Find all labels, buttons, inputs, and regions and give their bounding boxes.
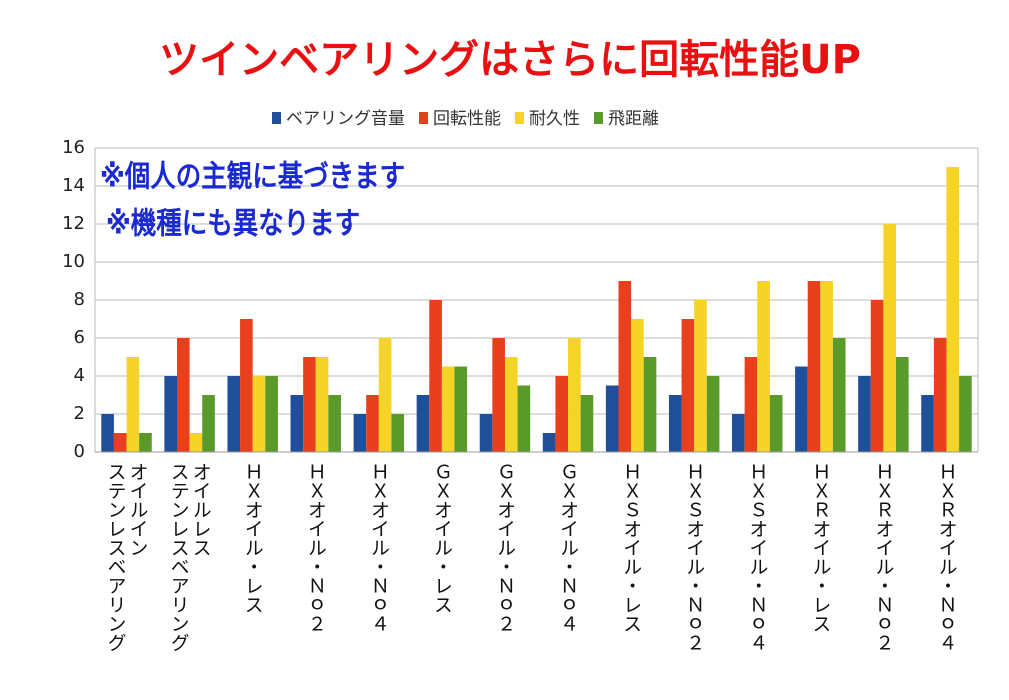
bar: [555, 376, 569, 452]
x-tick-label: オイルイン ステンレスベアリング: [104, 462, 149, 652]
bar: [820, 281, 833, 452]
bar: [504, 357, 518, 452]
x-tick-label: ＨＸオイル・レス: [241, 462, 264, 614]
bar: [479, 414, 493, 452]
x-tick-label: ＨＸオイル・Ｎｏ４: [367, 462, 390, 633]
bar: [643, 357, 657, 452]
x-tick-label: ＨＸＲオイル・Ｎｏ２: [872, 462, 895, 652]
x-tick-label: ＧＸオイル・レス: [430, 462, 453, 614]
bar: [580, 395, 594, 452]
bar: [769, 395, 783, 452]
bar: [441, 366, 455, 452]
y-tick-label: 8: [74, 289, 85, 310]
bar: [568, 338, 581, 452]
bar: [416, 395, 430, 452]
y-tick-label: 0: [74, 441, 85, 462]
bar: [681, 319, 695, 452]
bar: [946, 167, 960, 452]
bar: [605, 385, 619, 452]
bar: [832, 338, 846, 452]
bar: [921, 395, 934, 452]
bar: [631, 319, 644, 452]
x-tick-label: ＧＸオイル・Ｎｏ２: [493, 462, 516, 633]
bar: [492, 338, 505, 452]
x-tick-label: ＨＸＳオイル・Ｎｏ２: [683, 462, 706, 652]
x-tick-label: ＨＸオイル・Ｎｏ２: [304, 462, 327, 633]
y-tick-label: 10: [62, 251, 85, 272]
annotation: ※個人の主観に基づきます: [100, 159, 405, 195]
bar: [391, 414, 405, 452]
legend-swatch: [594, 112, 603, 124]
bar: [618, 281, 632, 452]
bar: [189, 433, 203, 452]
bar: [454, 366, 468, 452]
bar: [366, 395, 379, 452]
bar: [101, 414, 114, 452]
y-tick-label: 14: [62, 175, 85, 196]
bar: [858, 376, 871, 452]
y-tick-label: 6: [74, 327, 85, 348]
annotation: ※機種にも異なります: [106, 206, 360, 242]
bar: [795, 366, 808, 452]
legend-label: 回転性能: [433, 109, 501, 129]
bar: [126, 357, 140, 452]
bar: [164, 376, 177, 452]
bar: [542, 433, 556, 452]
bar: [139, 433, 152, 452]
bar: [933, 338, 947, 452]
x-tick-label: ＨＸＳオイル・レス: [620, 462, 643, 633]
bar: [252, 376, 266, 452]
bar: [176, 338, 190, 452]
bar: [353, 414, 367, 452]
bar: [706, 376, 720, 452]
x-tick-label: ＧＸオイル・Ｎｏ４: [557, 462, 580, 633]
bar: [328, 395, 341, 452]
x-tick-label: ＨＸＲオイル・レス: [809, 462, 832, 633]
legend-swatch: [515, 112, 524, 124]
bar: [429, 300, 442, 452]
bar: [378, 338, 392, 452]
legend-swatch: [272, 112, 281, 124]
chart-title: ツインベアリングはさらに回転性能UP: [159, 37, 861, 83]
bar: [744, 357, 758, 452]
bar: [227, 376, 241, 452]
bar: [959, 376, 972, 452]
bar: [668, 395, 682, 452]
legend-label: 飛距離: [608, 109, 659, 129]
y-tick-label: 12: [62, 213, 85, 234]
bar: [517, 385, 531, 452]
y-tick-label: 4: [74, 365, 85, 386]
bar: [265, 376, 278, 452]
bar: [240, 319, 253, 452]
legend-label: 耐久性: [529, 109, 580, 129]
y-tick-label: 2: [74, 403, 85, 424]
bar: [807, 281, 821, 452]
x-tick-label: ＨＸＳオイル・Ｎｏ４: [746, 462, 769, 652]
x-tick-label: ＨＸＲオイル・Ｎｏ４: [935, 462, 958, 652]
bar: [757, 281, 770, 452]
bar: [303, 357, 316, 452]
bar: [315, 357, 329, 452]
y-tick-label: 16: [62, 137, 85, 158]
bar: [113, 433, 127, 452]
bar: [290, 395, 304, 452]
bar: [694, 300, 707, 452]
x-tick-label: オイルレス ステンレスベアリング: [167, 462, 212, 652]
legend-swatch: [419, 112, 428, 124]
legend-label: ベアリング音量: [286, 109, 405, 129]
bar: [202, 395, 215, 452]
bar: [732, 414, 745, 452]
bar: [883, 224, 897, 452]
bar: [896, 357, 909, 452]
bar: [870, 300, 884, 452]
